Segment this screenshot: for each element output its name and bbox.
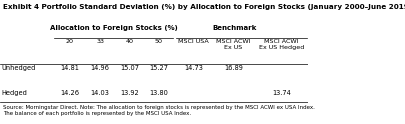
Text: Unhedged: Unhedged — [2, 65, 36, 71]
Text: MSCI USA: MSCI USA — [178, 39, 208, 44]
Text: 50: 50 — [154, 39, 162, 44]
Text: Allocation to Foreign Stocks (%): Allocation to Foreign Stocks (%) — [50, 25, 177, 31]
Text: Hedged: Hedged — [2, 90, 28, 96]
Text: 16.89: 16.89 — [224, 65, 242, 71]
Text: 14.26: 14.26 — [60, 90, 79, 96]
Text: 13.92: 13.92 — [120, 90, 139, 96]
Text: 13.80: 13.80 — [149, 90, 168, 96]
Text: 14.81: 14.81 — [60, 65, 79, 71]
Text: 14.96: 14.96 — [91, 65, 109, 71]
Text: 20: 20 — [65, 39, 73, 44]
Text: 14.73: 14.73 — [183, 65, 202, 71]
Text: 14.03: 14.03 — [91, 90, 109, 96]
Text: 15.27: 15.27 — [149, 65, 168, 71]
Text: 40: 40 — [125, 39, 133, 44]
Text: MSCI ACWI
Ex US: MSCI ACWI Ex US — [216, 39, 250, 50]
Text: 33: 33 — [96, 39, 104, 44]
Text: Source: Morningstar Direct. Note: The allocation to foreign stocks is represente: Source: Morningstar Direct. Note: The al… — [3, 105, 314, 116]
Text: MSCI ACWI
Ex US Hedged: MSCI ACWI Ex US Hedged — [258, 39, 303, 50]
Text: 13.74: 13.74 — [271, 90, 290, 96]
Text: Benchmark: Benchmark — [212, 25, 257, 31]
Text: Exhibit 4 Portfolio Standard Deviation (%) by Allocation to Foreign Stocks (Janu: Exhibit 4 Portfolio Standard Deviation (… — [3, 4, 405, 10]
Text: 15.07: 15.07 — [119, 65, 139, 71]
